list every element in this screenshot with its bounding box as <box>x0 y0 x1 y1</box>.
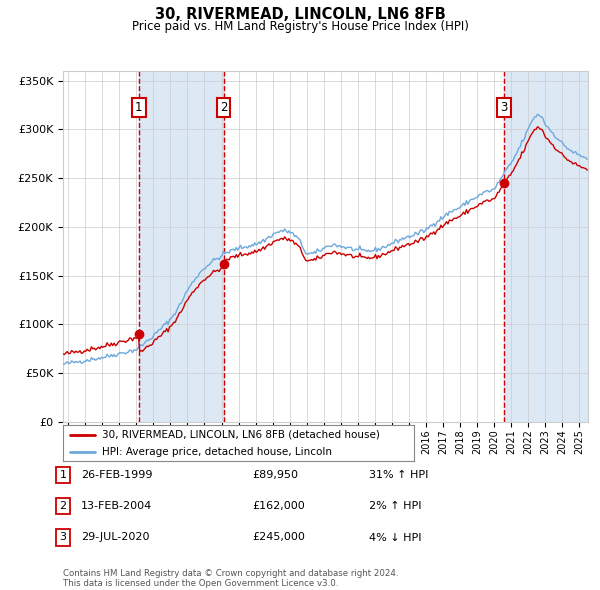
Text: 3: 3 <box>500 101 508 114</box>
Text: 3: 3 <box>59 533 67 542</box>
Text: 26-FEB-1999: 26-FEB-1999 <box>81 470 152 480</box>
Text: £89,950: £89,950 <box>252 470 298 480</box>
Bar <box>139 71 224 422</box>
Text: 30, RIVERMEAD, LINCOLN, LN6 8FB (detached house): 30, RIVERMEAD, LINCOLN, LN6 8FB (detache… <box>101 430 379 440</box>
Text: HPI: Average price, detached house, Lincoln: HPI: Average price, detached house, Linc… <box>101 447 332 457</box>
Text: 2% ↑ HPI: 2% ↑ HPI <box>369 502 421 511</box>
Bar <box>504 71 588 422</box>
Text: £245,000: £245,000 <box>252 533 305 542</box>
Text: 31% ↑ HPI: 31% ↑ HPI <box>369 470 428 480</box>
Text: Contains HM Land Registry data © Crown copyright and database right 2024.
This d: Contains HM Land Registry data © Crown c… <box>63 569 398 588</box>
Text: 2: 2 <box>59 502 67 511</box>
Text: Price paid vs. HM Land Registry's House Price Index (HPI): Price paid vs. HM Land Registry's House … <box>131 20 469 33</box>
Text: 1: 1 <box>135 101 143 114</box>
Text: 30, RIVERMEAD, LINCOLN, LN6 8FB: 30, RIVERMEAD, LINCOLN, LN6 8FB <box>155 7 445 22</box>
Text: 2: 2 <box>220 101 227 114</box>
Text: £162,000: £162,000 <box>252 502 305 511</box>
Text: 29-JUL-2020: 29-JUL-2020 <box>81 533 149 542</box>
Text: 4% ↓ HPI: 4% ↓ HPI <box>369 533 421 542</box>
Text: 13-FEB-2004: 13-FEB-2004 <box>81 502 152 511</box>
Text: 1: 1 <box>59 470 67 480</box>
